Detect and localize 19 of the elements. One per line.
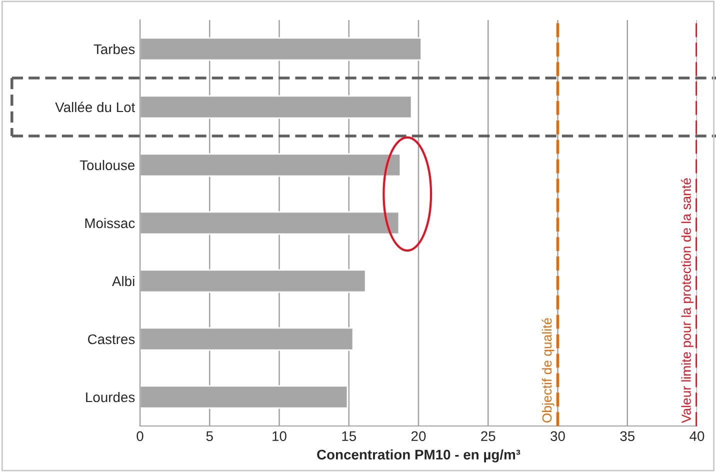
y-tick-label: Vallée du Lot — [55, 102, 136, 112]
x-tick-label: 0 — [136, 431, 144, 442]
y-tick-label: Castres — [88, 334, 135, 344]
y-tick-label: Albi — [112, 276, 134, 286]
y-tick-label: Tarbes — [94, 44, 135, 54]
ref-line-label: Valeur limite pour la protection de la santé — [681, 178, 694, 424]
y-tick-label: Lourdes — [86, 392, 135, 402]
x-tick-label: 15 — [342, 431, 356, 442]
x-tick-label: 10 — [272, 431, 286, 442]
x-tick-label: 40 — [690, 431, 704, 442]
y-tick-label: Moissac — [85, 218, 135, 228]
x-tick-label: 20 — [411, 431, 426, 442]
x-tick-label: 35 — [620, 431, 635, 442]
x-tick-label: 25 — [481, 431, 496, 442]
x-axis-title: Concentration PM10 - en µg/m³ — [317, 449, 520, 462]
x-tick-label: 30 — [550, 431, 565, 442]
ref-line-label: Objectif de qualité — [542, 318, 554, 422]
y-tick-label: Toulouse — [80, 160, 135, 170]
x-tick-label: 5 — [206, 431, 213, 442]
